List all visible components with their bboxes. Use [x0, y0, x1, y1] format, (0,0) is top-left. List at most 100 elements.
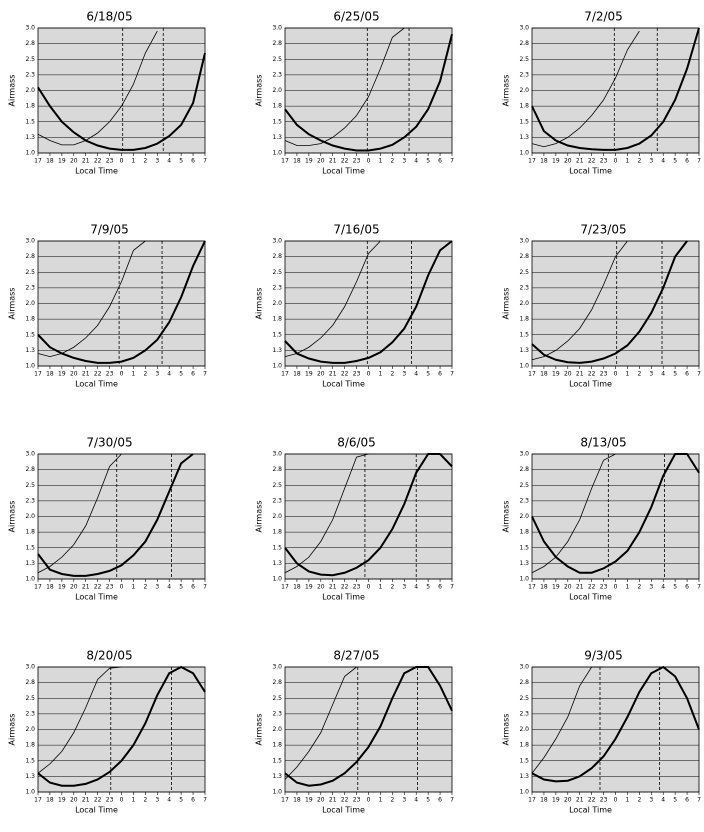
y-axis-label: Airmass: [502, 501, 511, 533]
y-tick-label: 3.0: [519, 451, 529, 458]
x-tick-label: 7: [697, 158, 701, 165]
y-tick-label: 2.8: [25, 466, 35, 473]
y-tick-label: 3.0: [272, 238, 282, 245]
x-tick-label: 19: [58, 797, 66, 804]
y-tick-label: 1.5: [272, 118, 282, 125]
x-tick-label: 2: [390, 797, 394, 804]
x-tick-label: 0: [367, 371, 371, 378]
airmass-line: [284, 666, 453, 787]
y-tick-label: 2.0: [272, 726, 282, 733]
x-tick-label: 17: [281, 797, 289, 804]
x-tick-label: 6: [685, 158, 689, 165]
x-tick-label: 19: [305, 371, 313, 378]
x-tick-label: 18: [46, 584, 54, 591]
x-tick-label: 17: [528, 371, 536, 378]
y-tick-label: 2.0: [272, 87, 282, 94]
chart-title: 7/2/05: [584, 10, 623, 24]
x-tick-label: 1: [132, 797, 136, 804]
y-axis-label: Airmass: [255, 288, 264, 320]
x-tick-label: 7: [203, 158, 207, 165]
y-axis-label: Airmass: [8, 501, 17, 533]
y-axis-label: Airmass: [8, 714, 17, 746]
x-tick-label: 0: [614, 158, 618, 165]
y-tick-label: 1.3: [272, 134, 282, 141]
chart-title: 6/18/05: [86, 10, 132, 24]
y-tick-label: 2.8: [272, 253, 282, 260]
x-tick-label: 6: [685, 371, 689, 378]
y-tick-label: 1.5: [272, 544, 282, 551]
x-axis-label: Local Time: [75, 380, 118, 389]
y-tick-label: 2.3: [519, 284, 529, 291]
chart-title: 7/16/05: [333, 223, 379, 237]
x-tick-label: 7: [450, 371, 454, 378]
y-tick-label: 2.3: [25, 497, 35, 504]
y-tick-label: 3.0: [519, 25, 529, 32]
x-axis-label: Local Time: [569, 380, 612, 389]
y-axis-label: Airmass: [255, 75, 264, 107]
x-tick-label: 2: [143, 797, 147, 804]
x-tick-label: 3: [402, 158, 406, 165]
x-tick-label: 0: [120, 797, 124, 804]
x-tick-label: 22: [94, 797, 102, 804]
y-tick-label: 1.8: [272, 529, 282, 536]
x-tick-label: 19: [552, 797, 560, 804]
x-tick-label: 20: [70, 371, 78, 378]
x-tick-label: 20: [317, 797, 325, 804]
x-tick-label: 23: [106, 158, 114, 165]
y-tick-label: 1.5: [25, 331, 35, 338]
x-tick-label: 0: [367, 584, 371, 591]
x-tick-label: 17: [281, 371, 289, 378]
y-tick-label: 2.5: [25, 269, 35, 276]
y-tick-label: 2.0: [519, 726, 529, 733]
y-tick-label: 2.3: [272, 497, 282, 504]
x-tick-label: 19: [58, 371, 66, 378]
x-tick-label: 5: [179, 584, 183, 591]
x-tick-label: 1: [626, 584, 630, 591]
y-tick-label: 1.0: [272, 789, 282, 796]
x-tick-label: 7: [203, 584, 207, 591]
y-tick-label: 1.8: [25, 529, 35, 536]
x-tick-label: 17: [34, 584, 42, 591]
x-tick-label: 17: [528, 584, 536, 591]
x-axis-label: Local Time: [569, 593, 612, 602]
y-tick-label: 1.3: [519, 347, 529, 354]
chart-title: 7/23/05: [580, 223, 626, 237]
x-tick-label: 19: [305, 158, 313, 165]
x-tick-label: 4: [167, 584, 171, 591]
x-tick-label: 7: [450, 158, 454, 165]
y-tick-label: 2.5: [272, 56, 282, 63]
airmass-line: [284, 27, 405, 146]
x-tick-label: 18: [293, 584, 301, 591]
y-tick-label: 1.8: [519, 103, 529, 110]
x-tick-label: 4: [661, 158, 665, 165]
y-tick-label: 2.8: [519, 253, 529, 260]
y-tick-label: 1.8: [519, 316, 529, 323]
y-tick-label: 1.8: [272, 742, 282, 749]
y-tick-label: 1.5: [25, 544, 35, 551]
x-tick-label: 0: [367, 158, 371, 165]
x-tick-label: 23: [106, 371, 114, 378]
y-tick-label: 2.5: [519, 482, 529, 489]
x-axis-label: Local Time: [322, 380, 365, 389]
chart-title: 8/27/05: [333, 649, 379, 663]
y-tick-label: 2.3: [519, 71, 529, 78]
x-tick-label: 21: [576, 158, 584, 165]
x-tick-label: 1: [132, 371, 136, 378]
x-tick-label: 19: [305, 797, 313, 804]
x-tick-label: 18: [540, 158, 548, 165]
x-tick-label: 1: [379, 797, 383, 804]
y-tick-label: 3.0: [519, 664, 529, 671]
chart-title: 8/13/05: [580, 436, 626, 450]
airmass-line: [531, 30, 640, 148]
y-tick-label: 1.5: [519, 757, 529, 764]
y-tick-label: 1.0: [25, 363, 35, 370]
x-axis-label: Local Time: [322, 167, 365, 176]
chart-title: 7/30/05: [86, 436, 132, 450]
x-tick-label: 4: [167, 158, 171, 165]
x-tick-label: 17: [528, 158, 536, 165]
x-tick-label: 23: [600, 158, 608, 165]
x-tick-label: 5: [426, 158, 430, 165]
x-tick-label: 21: [576, 584, 584, 591]
y-tick-label: 1.5: [25, 757, 35, 764]
y-tick-label: 3.0: [25, 25, 35, 32]
